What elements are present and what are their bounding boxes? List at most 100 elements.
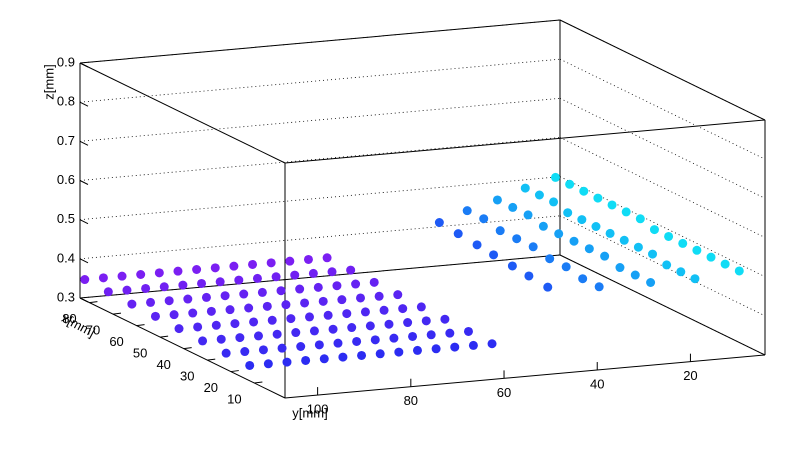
- z-tick-mark: [79, 180, 89, 185]
- point: [351, 279, 361, 289]
- point: [434, 218, 444, 228]
- point: [192, 264, 202, 274]
- point: [277, 343, 287, 353]
- point: [534, 190, 544, 200]
- point: [369, 277, 379, 287]
- x-tick-label: 80: [62, 311, 76, 326]
- point: [266, 258, 276, 268]
- y-tick-label: 20: [683, 368, 697, 383]
- point: [734, 266, 744, 276]
- point: [594, 282, 604, 292]
- point: [676, 267, 686, 277]
- point: [398, 304, 408, 314]
- point: [615, 263, 625, 273]
- point: [479, 214, 489, 224]
- point: [164, 296, 174, 306]
- z-tick-label: 0.7: [57, 133, 75, 148]
- points: [80, 172, 744, 370]
- point: [593, 193, 603, 203]
- point: [169, 310, 179, 320]
- point: [600, 251, 610, 261]
- point: [136, 270, 146, 280]
- point: [318, 296, 328, 306]
- point: [337, 295, 347, 305]
- x-tick-label: 40: [156, 357, 170, 372]
- point: [103, 287, 113, 297]
- point: [648, 249, 658, 259]
- point: [492, 195, 502, 205]
- point: [450, 342, 460, 352]
- point: [495, 226, 505, 236]
- grid-line: [79, 254, 561, 299]
- point: [440, 314, 450, 324]
- point: [206, 306, 216, 316]
- point: [338, 352, 348, 362]
- y-tick-label: 40: [590, 376, 604, 391]
- point: [569, 236, 579, 246]
- point: [664, 231, 674, 241]
- box-edge: [284, 354, 766, 399]
- point: [239, 289, 249, 299]
- point: [254, 331, 264, 341]
- point: [468, 340, 478, 350]
- point: [549, 197, 559, 207]
- box-edge: [79, 297, 286, 399]
- point: [577, 215, 587, 225]
- point: [234, 275, 244, 285]
- point: [159, 282, 169, 292]
- z-axis-title: z[mm]: [41, 64, 56, 99]
- point: [225, 305, 235, 315]
- point: [117, 271, 127, 281]
- point: [360, 307, 370, 317]
- point: [301, 355, 311, 365]
- point: [591, 222, 601, 232]
- point: [220, 291, 230, 301]
- point: [342, 309, 352, 319]
- point: [507, 261, 517, 271]
- point: [173, 266, 183, 276]
- point: [257, 287, 267, 297]
- point: [408, 331, 418, 341]
- point: [332, 281, 342, 291]
- point: [154, 268, 164, 278]
- point: [276, 286, 286, 296]
- point: [649, 225, 659, 235]
- point: [198, 336, 208, 346]
- x-tick-label: 70: [86, 323, 100, 338]
- x-tick-mark: [230, 370, 239, 373]
- point: [662, 260, 672, 270]
- point: [520, 183, 530, 193]
- grid-line: [79, 215, 561, 260]
- point: [561, 262, 571, 272]
- point: [328, 324, 338, 334]
- point: [98, 273, 108, 283]
- point: [263, 359, 273, 369]
- point: [421, 316, 431, 326]
- point: [352, 336, 362, 346]
- point: [426, 330, 436, 340]
- point: [122, 285, 132, 295]
- point: [605, 228, 615, 238]
- point: [678, 238, 688, 248]
- point: [319, 354, 329, 364]
- grid-line: [79, 19, 561, 64]
- point: [543, 282, 553, 292]
- point: [183, 294, 193, 304]
- point: [286, 314, 296, 324]
- point: [389, 333, 399, 343]
- point: [240, 347, 250, 357]
- box-edge: [559, 19, 766, 121]
- y-tick-label: 60: [497, 385, 511, 400]
- point: [489, 250, 499, 260]
- z-tick-mark: [79, 62, 89, 68]
- grid-line: [79, 176, 561, 221]
- point: [150, 311, 160, 321]
- point: [309, 326, 319, 336]
- x-tick-label: 10: [227, 391, 241, 406]
- point: [523, 210, 533, 220]
- point: [291, 328, 301, 338]
- x-tick-mark: [207, 358, 216, 361]
- grid-line: [79, 137, 561, 181]
- point: [305, 312, 315, 322]
